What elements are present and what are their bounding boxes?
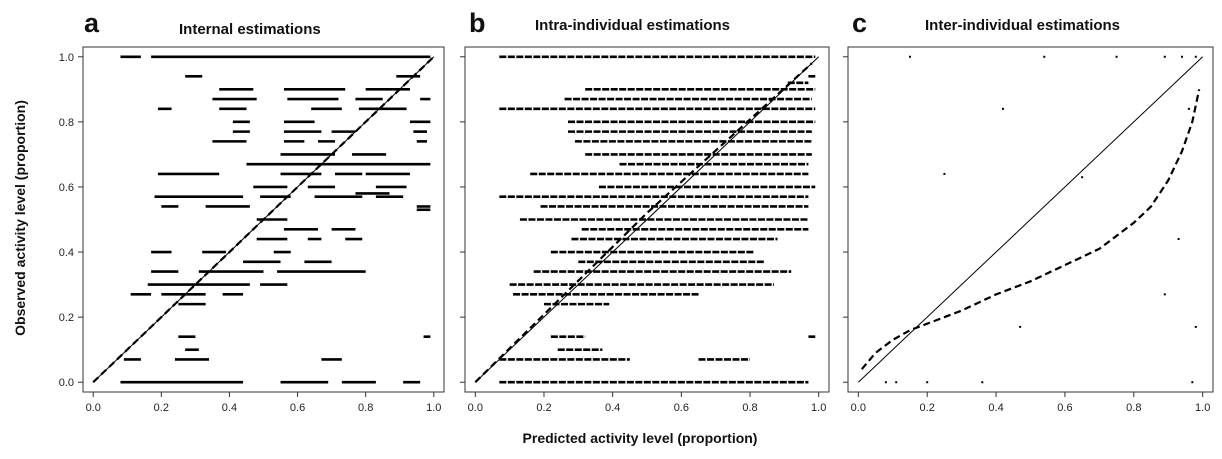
panel-label-c: c	[852, 8, 867, 38]
x-tick-label: 0.0	[86, 402, 101, 414]
y-tick-label: 0.8	[59, 117, 74, 129]
data-point	[1191, 381, 1194, 384]
data-point	[908, 55, 911, 58]
plot-frame	[847, 46, 1214, 393]
data-point	[1187, 107, 1190, 110]
panel-c: 0.0 0.2 0.4 0.6 0.8 1.0	[843, 46, 1214, 414]
x-tick-label: 0.2	[920, 402, 935, 414]
panel-title-b: Intra-individual estimations	[535, 17, 730, 34]
x-tick-label: 0.6	[290, 402, 305, 414]
x-tick-label: 0.6	[1057, 402, 1072, 414]
y-tick-label: 0.0	[59, 377, 74, 389]
x-tick-label: 0.8	[742, 402, 757, 414]
panel-label-a: a	[84, 8, 100, 38]
x-axis-label: Predicted activity level (proportion)	[523, 430, 758, 446]
data-point	[1001, 107, 1004, 110]
x-tick-label: 0.8	[358, 402, 373, 414]
y-tick-label: 1.0	[59, 52, 74, 64]
data-point	[1177, 238, 1180, 241]
panel-label-b: b	[469, 8, 486, 38]
data-point	[884, 381, 887, 384]
reference-line	[474, 56, 820, 383]
data-point	[895, 381, 898, 384]
data-point	[1115, 55, 1118, 58]
x-tick-label: 0.6	[674, 402, 689, 414]
plot-frame	[82, 46, 445, 393]
panel-title-c: Inter-individual estimations	[925, 17, 1120, 34]
x-tick-label: 0.0	[851, 402, 866, 414]
reference-line	[857, 56, 1204, 383]
x-tick-label: 0.4	[988, 402, 1003, 414]
x-tick-label: 1.0	[1195, 402, 1210, 414]
x-tick-label: 0.4	[605, 402, 620, 414]
fit-curve	[474, 62, 813, 383]
panel-b: 0.0 0.2 0.4 0.6 0.8 1.0	[460, 46, 830, 414]
data-point	[1163, 55, 1166, 58]
x-tick-label: 0.2	[536, 402, 551, 414]
data-point	[943, 172, 946, 175]
x-tick-label: 1.0	[426, 402, 441, 414]
fit-curve	[860, 89, 1201, 370]
fit-curve	[92, 56, 435, 383]
plot-frame	[464, 46, 830, 393]
x-tick-label: 1.0	[811, 402, 826, 414]
y-axis-label: Observed activity level (proportion)	[12, 100, 28, 336]
data-point	[1163, 293, 1166, 296]
x-tick-label: 0.8	[1126, 402, 1141, 414]
data-point	[1081, 176, 1084, 179]
data-point	[981, 381, 984, 384]
data-point	[1019, 325, 1022, 328]
data-point	[1194, 55, 1197, 58]
data-point	[1043, 55, 1046, 58]
y-tick-label: 0.4	[59, 247, 74, 259]
data-point	[1194, 325, 1197, 328]
x-tick-label: 0.4	[222, 402, 237, 414]
panel-a: 0.0 0.0 0.2 0.2 0.4 0.4 0.6 0.6 0.8 0.8 1.0 1.0	[59, 46, 445, 414]
y-tick-label: 0.2	[59, 312, 74, 324]
x-tick-label: 0.0	[468, 402, 483, 414]
data-point	[1181, 55, 1184, 58]
x-tick-label: 0.2	[154, 402, 169, 414]
data-point	[926, 381, 929, 384]
y-tick-label: 0.6	[59, 182, 74, 194]
panel-title-a: Internal estimations	[179, 21, 321, 38]
